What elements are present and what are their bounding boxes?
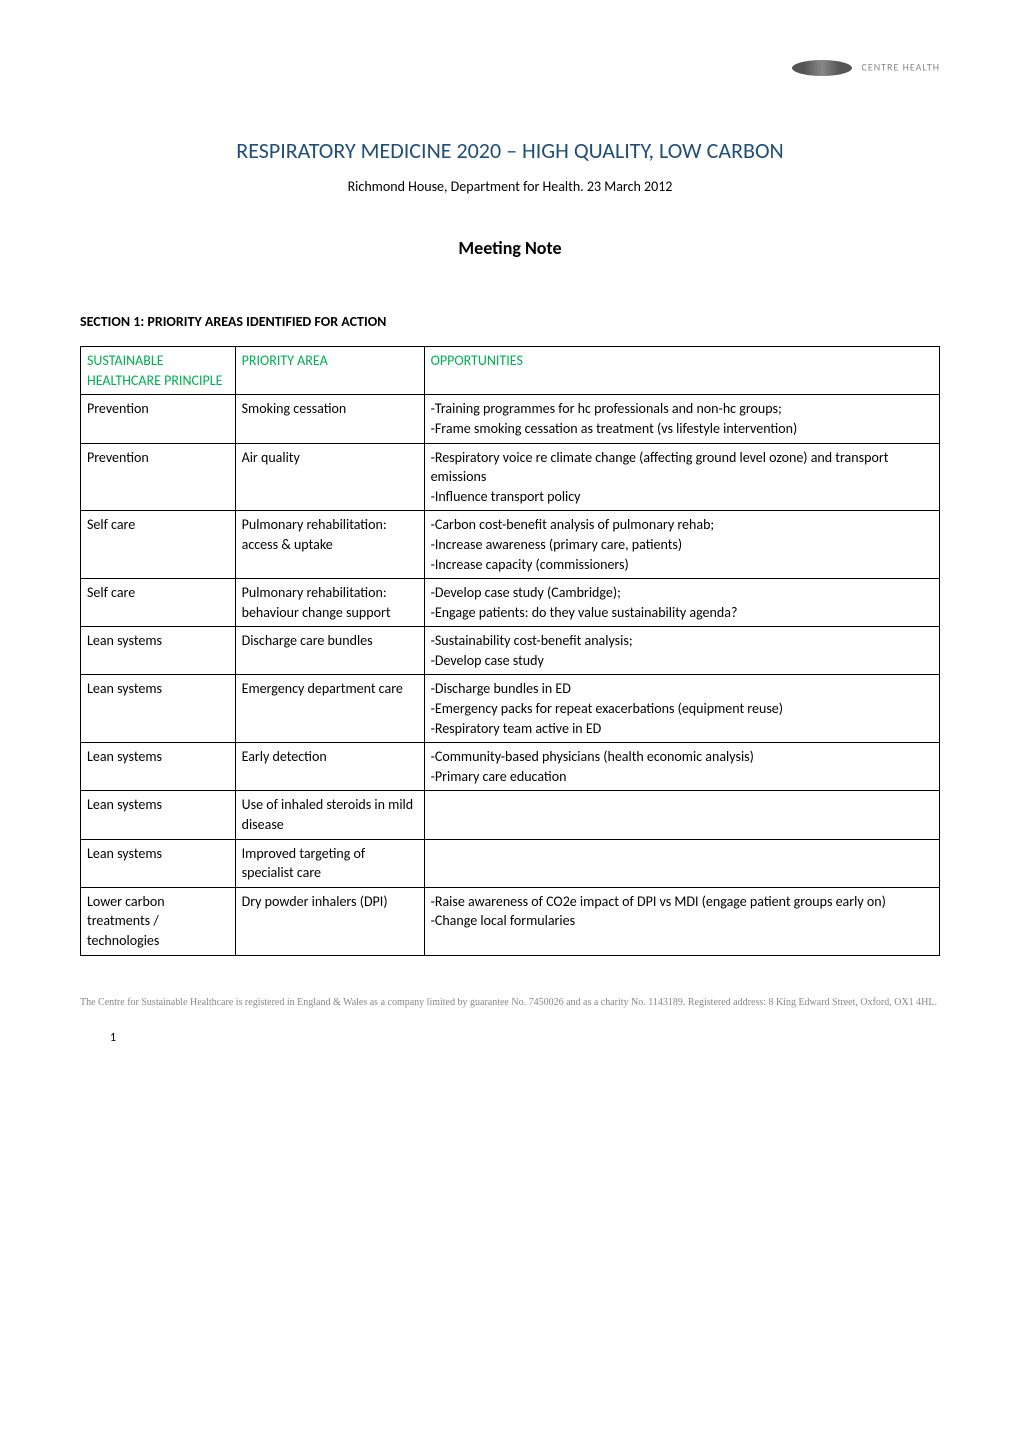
table-row: PreventionSmoking cessation-Training pro… bbox=[81, 395, 940, 443]
table-cell: Lean systems bbox=[81, 627, 236, 675]
table-cell: Improved targeting of specialist care bbox=[235, 839, 424, 887]
table-cell: -Community-based physicians (health econ… bbox=[424, 743, 939, 791]
table-cell: Prevention bbox=[81, 395, 236, 443]
meeting-note-heading: Meeting Note bbox=[80, 236, 940, 261]
table-cell: Discharge care bundles bbox=[235, 627, 424, 675]
table-header-row: SUSTAINABLE HEALTHCARE PRINCIPLE PRIORIT… bbox=[81, 347, 940, 395]
logo-text: CENTRE HEALTH bbox=[862, 60, 940, 73]
priority-areas-table: SUSTAINABLE HEALTHCARE PRINCIPLE PRIORIT… bbox=[80, 346, 940, 955]
table-header-opportunities: OPPORTUNITIES bbox=[424, 347, 939, 395]
table-row: Lean systemsImproved targeting of specia… bbox=[81, 839, 940, 887]
section-heading: SECTION 1: PRIORITY AREAS IDENTIFIED FOR… bbox=[80, 312, 940, 332]
table-cell: Lean systems bbox=[81, 791, 236, 839]
table-row: PreventionAir quality-Respiratory voice … bbox=[81, 443, 940, 511]
table-cell: Dry powder inhalers (DPI) bbox=[235, 887, 424, 955]
table-cell: -Sustainability cost-benefit analysis; -… bbox=[424, 627, 939, 675]
table-header-principle: SUSTAINABLE HEALTHCARE PRINCIPLE bbox=[81, 347, 236, 395]
table-cell: -Develop case study (Cambridge); -Engage… bbox=[424, 579, 939, 627]
table-cell: Air quality bbox=[235, 443, 424, 511]
table-cell bbox=[424, 839, 939, 887]
table-cell: -Respiratory voice re climate change (af… bbox=[424, 443, 939, 511]
table-header-priority: PRIORITY AREA bbox=[235, 347, 424, 395]
table-row: Lean systemsDischarge care bundles-Susta… bbox=[81, 627, 940, 675]
table-cell: Smoking cessation bbox=[235, 395, 424, 443]
table-cell: Lean systems bbox=[81, 675, 236, 743]
logo: CENTRE HEALTH bbox=[80, 60, 940, 76]
table-cell: Pulmonary rehabilitation: access & uptak… bbox=[235, 511, 424, 579]
table-row: Lean systemsEarly detection-Community-ba… bbox=[81, 743, 940, 791]
table-row: Lean systemsUse of inhaled steroids in m… bbox=[81, 791, 940, 839]
table-row: Self carePulmonary rehabilitation: acces… bbox=[81, 511, 940, 579]
table-cell: Pulmonary rehabilitation: behaviour chan… bbox=[235, 579, 424, 627]
table-cell: -Carbon cost-benefit analysis of pulmona… bbox=[424, 511, 939, 579]
table-cell: -Discharge bundles in ED -Emergency pack… bbox=[424, 675, 939, 743]
table-cell: Use of inhaled steroids in mild disease bbox=[235, 791, 424, 839]
table-cell: Lower carbon treatments / technologies bbox=[81, 887, 236, 955]
table-cell: Lean systems bbox=[81, 743, 236, 791]
table-cell: -Raise awareness of CO2e impact of DPI v… bbox=[424, 887, 939, 955]
table-cell: Self care bbox=[81, 579, 236, 627]
table-cell: -Training programmes for hc professional… bbox=[424, 395, 939, 443]
table-cell bbox=[424, 791, 939, 839]
footer-text: The Centre for Sustainable Healthcare is… bbox=[80, 996, 940, 1010]
page-title: RESPIRATORY MEDICINE 2020 – HIGH QUALITY… bbox=[80, 136, 940, 167]
table-cell: Self care bbox=[81, 511, 236, 579]
logo-icon bbox=[792, 60, 852, 76]
table-row: Lean systemsEmergency department care-Di… bbox=[81, 675, 940, 743]
table-cell: Prevention bbox=[81, 443, 236, 511]
table-row: Lower carbon treatments / technologiesDr… bbox=[81, 887, 940, 955]
table-cell: Emergency department care bbox=[235, 675, 424, 743]
table-cell: Lean systems bbox=[81, 839, 236, 887]
table-cell: Early detection bbox=[235, 743, 424, 791]
subtitle: Richmond House, Department for Health. 2… bbox=[80, 177, 940, 197]
page-number: 1 bbox=[110, 1030, 940, 1047]
table-row: Self carePulmonary rehabilitation: behav… bbox=[81, 579, 940, 627]
